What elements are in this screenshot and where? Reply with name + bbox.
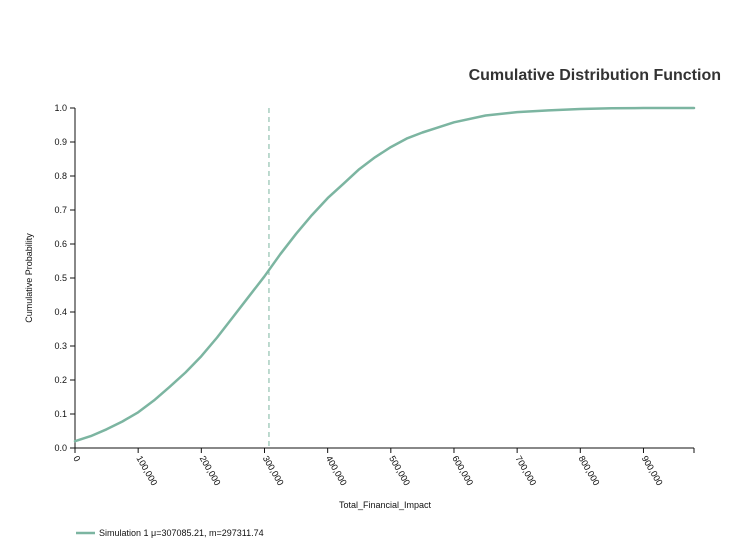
x-tick-label: 600,000 <box>450 454 475 487</box>
x-tick-label: 100,000 <box>134 454 159 487</box>
y-tick-label: 0.5 <box>54 273 67 283</box>
x-tick-label: 400,000 <box>324 454 349 487</box>
y-tick-label: 0.9 <box>54 137 67 147</box>
x-tick-label: 800,000 <box>577 454 602 487</box>
series-line-1 <box>73 106 696 443</box>
x-axis-label: Total_Financial_Impact <box>339 500 432 510</box>
x-tick-label: 0 <box>71 454 82 463</box>
x-tick-label: 500,000 <box>387 454 412 487</box>
x-tick-label: 300,000 <box>261 454 286 487</box>
y-tick-label: 0.6 <box>54 239 67 249</box>
x-tick-label: 900,000 <box>640 454 665 487</box>
y-tick-label: 0.7 <box>54 205 67 215</box>
y-tick-label: 0.2 <box>54 375 67 385</box>
y-tick-label: 1.0 <box>54 103 67 113</box>
y-axis: 0.0 0.1 0.2 0.3 0.4 0.5 0.6 0.7 0.8 0.9 1.0 <box>54 103 76 453</box>
x-tick-label: 200,000 <box>198 454 223 487</box>
x-axis: 0 100,000 200,000 300,000 400,000 500,000 600,… <box>71 447 695 487</box>
y-tick-label: 0.1 <box>54 409 67 419</box>
legend[interactable]: Simulation 1 μ=307085.21, m=297311.74 <box>76 528 264 538</box>
chart-title: Cumulative Distribution Function <box>469 67 721 84</box>
y-tick-label: 0.3 <box>54 341 67 351</box>
y-tick-label: 0.8 <box>54 171 67 181</box>
plot-area <box>73 106 696 448</box>
x-tick-label: 700,000 <box>513 454 538 487</box>
y-tick-label: 0.4 <box>54 307 67 317</box>
y-axis-label: Cumulative Probability <box>24 233 34 323</box>
y-tick-label: 0.0 <box>54 443 67 453</box>
legend-label-series-1: Simulation 1 μ=307085.21, m=297311.74 <box>99 528 264 538</box>
